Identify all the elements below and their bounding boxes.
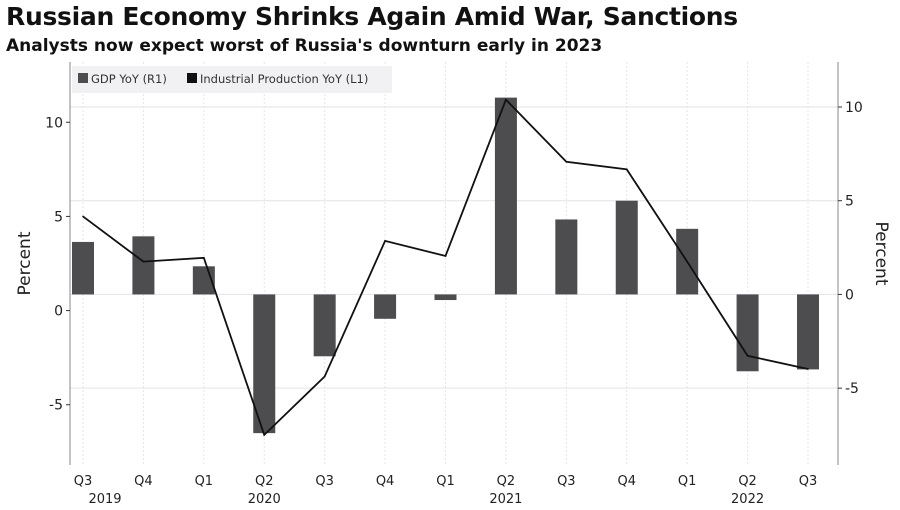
left-axis-label: Percent	[15, 231, 35, 295]
x-tick-label: Q1	[436, 474, 455, 489]
legend-swatch-industrial	[187, 73, 197, 83]
gdp-bar	[132, 236, 155, 295]
legend-label-industrial: Industrial Production YoY (L1)	[200, 72, 368, 86]
industrial-production-point	[82, 215, 84, 218]
right-tick-label: 10	[845, 100, 863, 116]
x-year-label: 2021	[489, 492, 522, 507]
gdp-bar	[374, 294, 397, 319]
gdp-bar	[494, 97, 517, 295]
industrial-production-point	[444, 255, 447, 257]
left-tick-label: -5	[49, 398, 63, 414]
right-tick-label: 5	[845, 194, 854, 210]
x-tick-label: Q3	[315, 474, 334, 489]
x-tick-label: Q2	[738, 474, 757, 489]
left-tick-label: 5	[54, 209, 63, 225]
gdp-bar	[555, 219, 578, 295]
right-axis-label: Percent	[871, 222, 891, 286]
x-tick-label: Q3	[557, 474, 576, 489]
gdp-bar	[797, 294, 819, 370]
x-tick-label: Q1	[195, 474, 214, 489]
gdp-bar	[72, 241, 94, 295]
x-year-label: 2020	[248, 492, 281, 507]
industrial-production-point	[263, 434, 266, 436]
industrial-production-point	[505, 98, 507, 101]
chart-subtitle: Analysts now expect worst of Russia's do…	[6, 36, 603, 56]
left-tick-label: 10	[45, 115, 63, 131]
chart-title: Russian Economy Shrinks Again Amid War, …	[6, 2, 738, 31]
gdp-bar	[313, 294, 336, 357]
industrial-production-point	[142, 260, 145, 263]
industrial-production-point	[565, 161, 568, 163]
x-tick-label: Q2	[255, 474, 274, 489]
left-tick-label: 0	[54, 304, 63, 320]
legend-swatch-gdp	[78, 73, 88, 83]
industrial-production-point	[323, 375, 326, 378]
industrial-production-point	[746, 354, 749, 357]
right-tick-label: 0	[845, 287, 854, 303]
gdp-bar	[434, 294, 457, 301]
industrial-production-point	[807, 368, 809, 370]
industrial-production-point	[625, 168, 628, 171]
industrial-production-point	[203, 257, 205, 259]
x-year-label: 2022	[731, 492, 764, 507]
x-tick-label: Q4	[134, 474, 153, 489]
legend-box	[72, 66, 392, 93]
gdp-bar	[253, 294, 276, 434]
gdp-bar	[615, 200, 638, 295]
legend-label-gdp: GDP YoY (R1)	[91, 72, 167, 86]
gdp-bar	[736, 294, 759, 372]
x-tick-label: Q4	[376, 474, 395, 489]
x-tick-label: Q4	[617, 474, 636, 489]
right-tick-label: -5	[845, 381, 859, 397]
x-tick-label: Q1	[678, 474, 697, 489]
x-tick-label: Q2	[497, 474, 516, 489]
industrial-production-point	[686, 260, 688, 263]
x-tick-label: Q3	[74, 474, 93, 489]
x-year-label: 2019	[88, 492, 121, 507]
x-tick-label: Q3	[799, 474, 818, 489]
industrial-production-point	[384, 240, 386, 242]
